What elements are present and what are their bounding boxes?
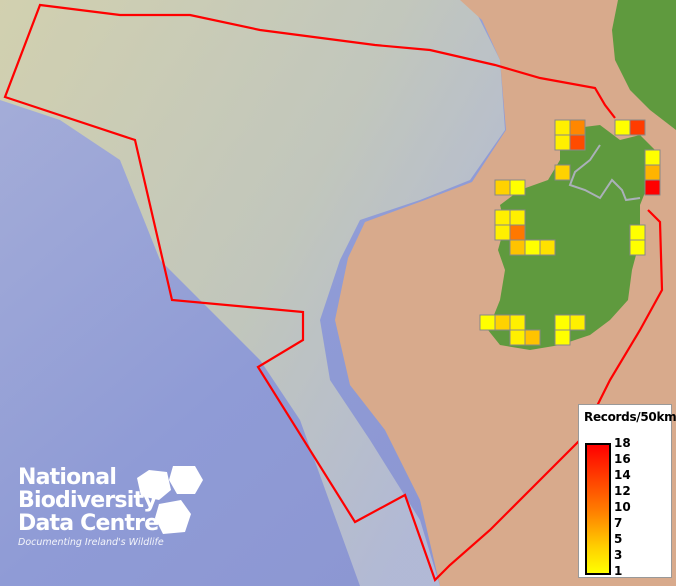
grid-cell[interactable] xyxy=(524,329,541,346)
legend-color-ramp xyxy=(585,443,611,575)
grid-cell[interactable] xyxy=(554,134,571,151)
grid-cell[interactable] xyxy=(554,164,571,181)
grid-cell[interactable] xyxy=(629,224,646,241)
legend-tick: 18 xyxy=(614,436,631,450)
legend: Records/50km 18 16 14 12 10 7 5 3 1 xyxy=(578,404,676,578)
logo-line-2: Biodiversity xyxy=(18,488,158,513)
grid-cell[interactable] xyxy=(509,329,526,346)
legend-title: Records/50km xyxy=(584,410,676,424)
grid-cell[interactable] xyxy=(569,134,586,151)
legend-tick: 10 xyxy=(614,500,631,514)
legend-tick: 5 xyxy=(614,532,623,546)
grid-cell[interactable] xyxy=(644,179,661,196)
grid-cell[interactable] xyxy=(509,179,526,196)
grid-cell[interactable] xyxy=(614,119,631,136)
nbdc-logo: National Biodiversity Data Centre Docume… xyxy=(18,465,203,548)
legend-tick: 12 xyxy=(614,484,631,498)
grid-cell[interactable] xyxy=(554,119,571,136)
grid-cell[interactable] xyxy=(509,209,526,226)
grid-cell[interactable] xyxy=(539,239,556,256)
grid-cell[interactable] xyxy=(629,239,646,256)
grid-cell[interactable] xyxy=(494,179,511,196)
legend-tick: 14 xyxy=(614,468,631,482)
grid-cell[interactable] xyxy=(494,224,511,241)
grid-cell[interactable] xyxy=(494,314,511,331)
records-grid xyxy=(479,119,661,346)
legend-tick: 16 xyxy=(614,452,631,466)
legend-tick: 7 xyxy=(614,516,623,530)
grid-cell[interactable] xyxy=(629,119,646,136)
grid-cell[interactable] xyxy=(509,239,526,256)
legend-tick: 3 xyxy=(614,548,623,562)
grid-cell[interactable] xyxy=(569,119,586,136)
britain-land xyxy=(612,0,676,130)
logo-line-3: Data Centre xyxy=(18,511,159,536)
grid-cell[interactable] xyxy=(524,239,541,256)
grid-cell[interactable] xyxy=(509,314,526,331)
grid-cell[interactable] xyxy=(479,314,496,331)
continental-slope xyxy=(0,0,505,586)
grid-cell[interactable] xyxy=(554,329,571,346)
grid-cell[interactable] xyxy=(509,224,526,241)
legend-tick: 1 xyxy=(614,564,623,578)
logo-hexagons-icon xyxy=(137,466,203,534)
grid-cell[interactable] xyxy=(554,314,571,331)
grid-cell[interactable] xyxy=(644,149,661,166)
ni-border xyxy=(568,144,641,202)
grid-cell[interactable] xyxy=(644,164,661,181)
grid-cell[interactable] xyxy=(569,314,586,331)
grid-cell[interactable] xyxy=(494,209,511,226)
logo-line-1: National xyxy=(18,465,117,490)
logo-tagline: Documenting Ireland's Wildlife xyxy=(18,537,164,548)
